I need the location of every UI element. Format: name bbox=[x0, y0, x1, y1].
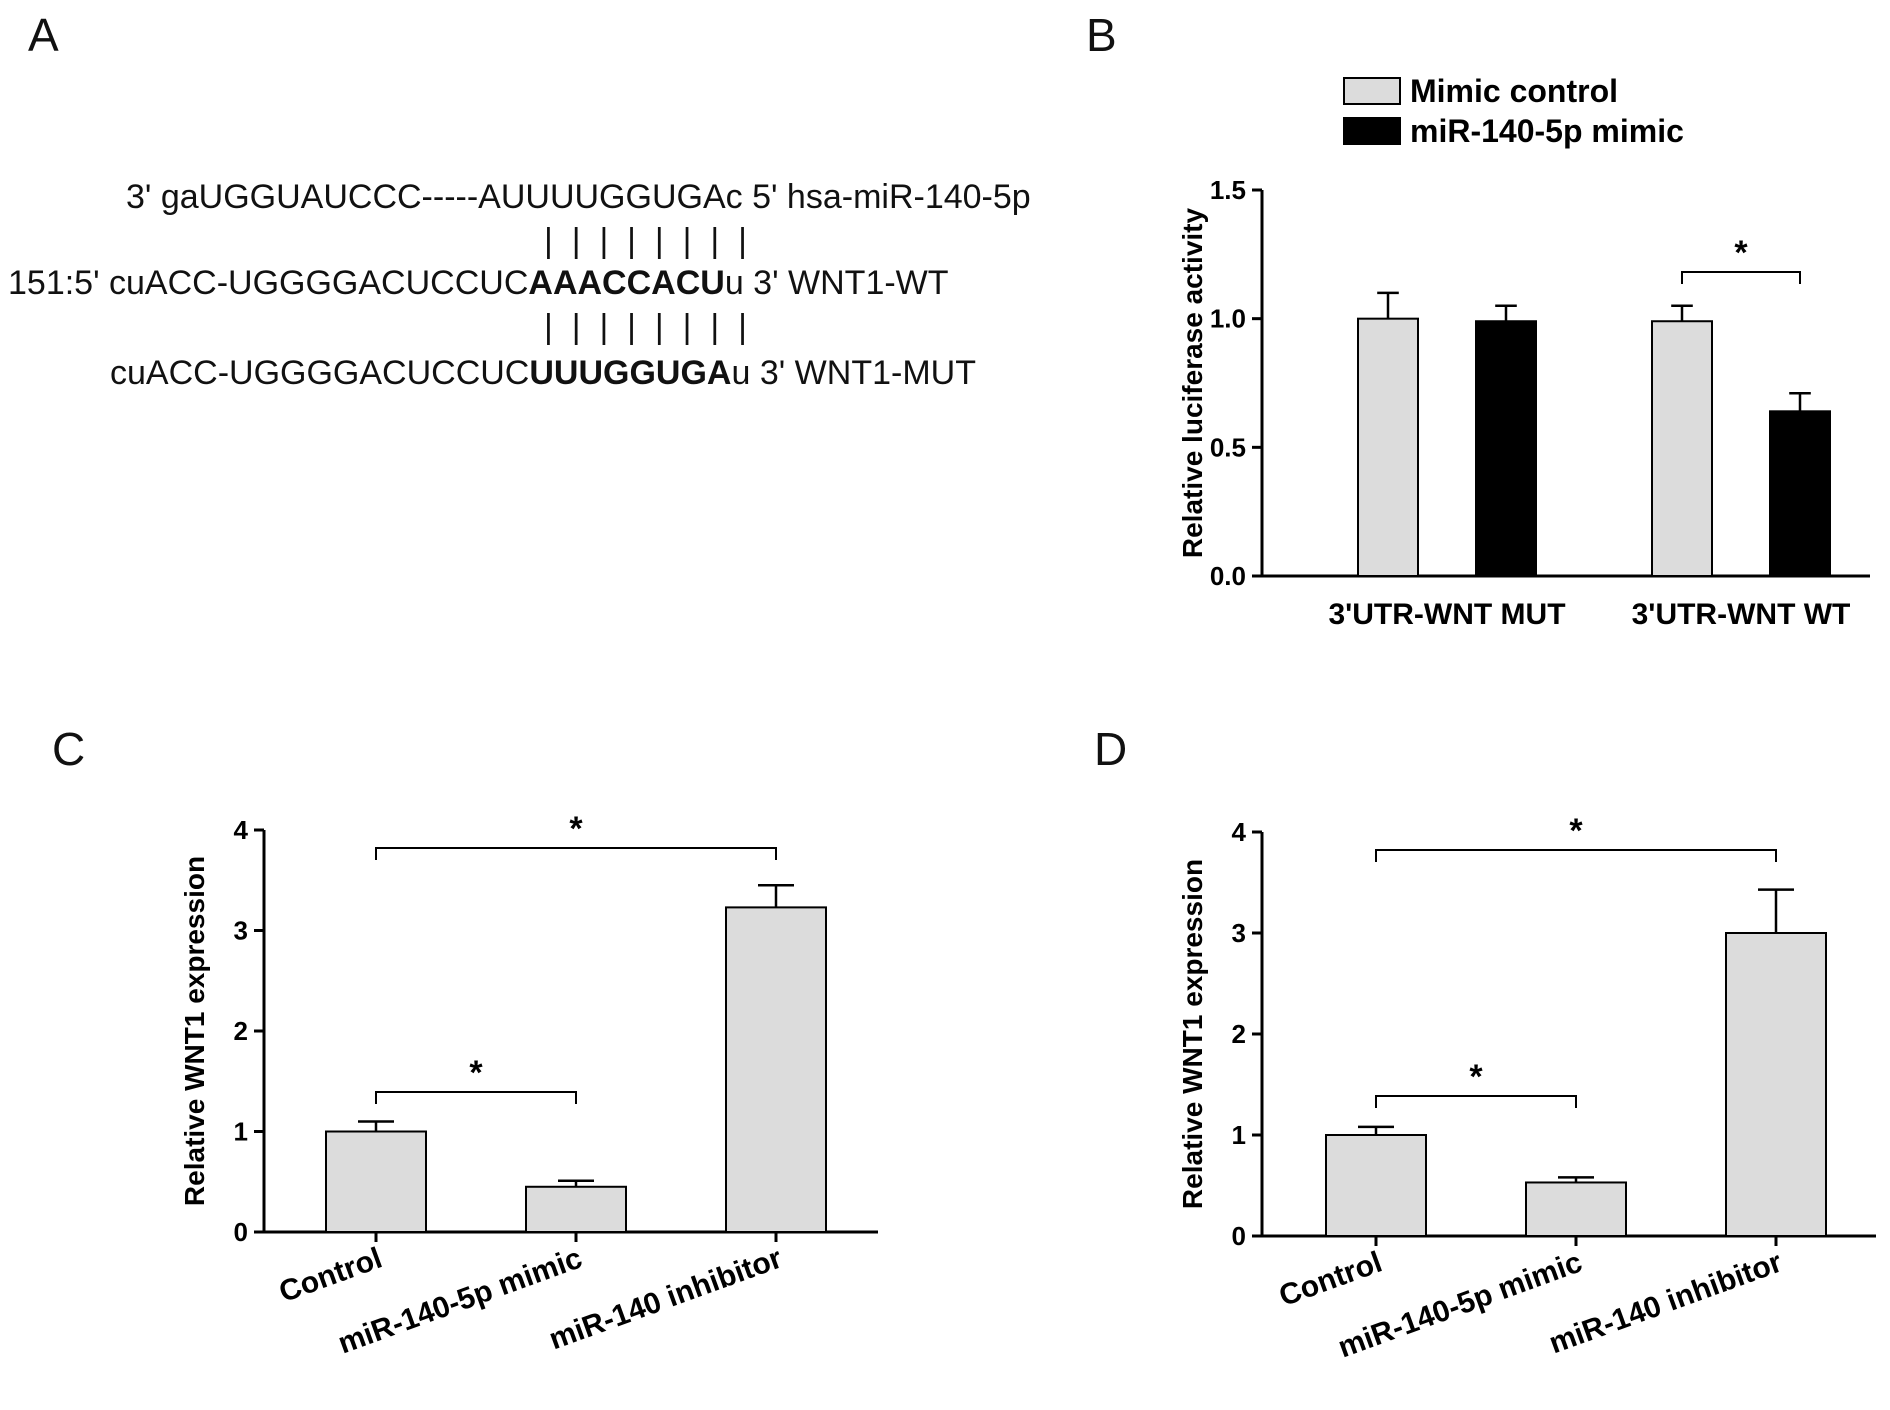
chart-b-y-tick-label-0: 0.0 bbox=[1210, 561, 1246, 591]
mirna-sequence: 3' gaUGGUAUCCC-----AUUUUGGUGAc 5' hsa-mi… bbox=[126, 178, 1031, 216]
panel-label-c: C bbox=[52, 723, 86, 775]
chart-d-bar-0 bbox=[1325, 1134, 1427, 1237]
chart-c-bar-1 bbox=[525, 1185, 627, 1234]
chart-c-significance-1-label: * bbox=[569, 810, 583, 848]
chart-c-y-tick-label-4: 4 bbox=[234, 815, 249, 845]
mut-suffix: u 3' WNT1-MUT bbox=[731, 354, 976, 392]
chart-b-significance bbox=[1681, 271, 1801, 284]
chart-b-y-tick-label-2: 1.0 bbox=[1210, 304, 1246, 334]
chart-b-legend-label-0: Mimic control bbox=[1410, 73, 1618, 109]
chart-b-bar-1-0 bbox=[1651, 320, 1713, 577]
chart-d-significance-0 bbox=[1375, 1095, 1577, 1108]
wt-prefix: 151:5' cuACC-UGGGGACUCCUC bbox=[8, 264, 529, 302]
chart-c-bar-0 bbox=[325, 1130, 427, 1233]
panel-label-a: A bbox=[28, 9, 59, 61]
chart-d-significance-0-label: * bbox=[1469, 1058, 1483, 1096]
chart-b-bar-0-0 bbox=[1357, 317, 1419, 577]
wnt1-mut-sequence: cuACC-UGGGGACUCCUCUUUGGUGAu 3' WNT1-MUT bbox=[110, 354, 976, 393]
mut-seed-site: UUUGGUGA bbox=[529, 354, 732, 392]
chart-d-y-tick-label-2: 2 bbox=[1232, 1019, 1246, 1049]
chart-b-significance-label: * bbox=[1734, 234, 1748, 272]
chart-b-y-tick-label-1: 0.5 bbox=[1210, 432, 1246, 462]
chart-c-significance-0 bbox=[375, 1091, 577, 1104]
chart-d-y-tick-label-3: 3 bbox=[1232, 918, 1246, 948]
chart-d-y-axis-label: Relative WNT1 expression bbox=[1177, 859, 1208, 1209]
chart-d-category-label-0: Control bbox=[1275, 1246, 1386, 1313]
chart-d-y-tick-label-4: 4 bbox=[1232, 817, 1247, 847]
wt-seed-site: AAACCACU bbox=[528, 264, 725, 302]
panel-label-d: D bbox=[1094, 723, 1128, 775]
chart-b-category-label-1: 3'UTR-WNT WT bbox=[1632, 598, 1851, 631]
chart-d-bar-1 bbox=[1525, 1181, 1627, 1237]
chart-c-significance-0-label: * bbox=[469, 1054, 483, 1092]
chart-d-bar-2 bbox=[1725, 932, 1827, 1237]
chart-b-bar-0-1 bbox=[1475, 320, 1537, 577]
chart-c-y-axis-label: Relative WNT1 expression bbox=[179, 856, 210, 1206]
wnt1-wt-sequence: 151:5' cuACC-UGGGGACUCCUCAAACCACUu 3' WN… bbox=[8, 264, 949, 303]
wt-suffix: u 3' WNT1-WT bbox=[724, 264, 949, 302]
chart-d-significance-1 bbox=[1375, 849, 1777, 862]
chart-d-significance-1-label: * bbox=[1569, 812, 1583, 850]
chart-b-legend-swatch-1 bbox=[1343, 117, 1401, 145]
chart-b-y-axis-label: Relative luciferase activity bbox=[1177, 207, 1208, 558]
mut-prefix: cuACC-UGGGGACUCCUC bbox=[110, 354, 530, 392]
chart-c-category-label-0: Control bbox=[275, 1242, 386, 1309]
chart-b-y-tick-label-3: 1.5 bbox=[1210, 175, 1246, 205]
chart-c-y-tick-label-2: 2 bbox=[234, 1016, 248, 1046]
chart-c-y-tick-label-3: 3 bbox=[234, 916, 248, 946]
base-pairing-top: | | | | | | | | bbox=[544, 222, 747, 260]
chart-b-bar-1-1 bbox=[1769, 410, 1831, 577]
chart-b-category-label-0: 3'UTR-WNT MUT bbox=[1328, 598, 1565, 631]
chart-b-legend-label-1: miR-140-5p mimic bbox=[1410, 113, 1684, 149]
chart-d-y-tick-label-0: 0 bbox=[1232, 1221, 1246, 1251]
base-pairing-bottom: | | | | | | | | bbox=[544, 308, 747, 346]
chart-c-significance-1 bbox=[375, 847, 777, 860]
chart-c-bar-2 bbox=[725, 906, 827, 1233]
chart-d-y-tick-label-1: 1 bbox=[1232, 1120, 1246, 1150]
panel-label-b: B bbox=[1086, 9, 1117, 61]
chart-c-y-tick-label-1: 1 bbox=[234, 1117, 248, 1147]
chart-b-legend-swatch-0 bbox=[1343, 77, 1401, 105]
chart-c-y-tick-label-0: 0 bbox=[234, 1217, 248, 1247]
